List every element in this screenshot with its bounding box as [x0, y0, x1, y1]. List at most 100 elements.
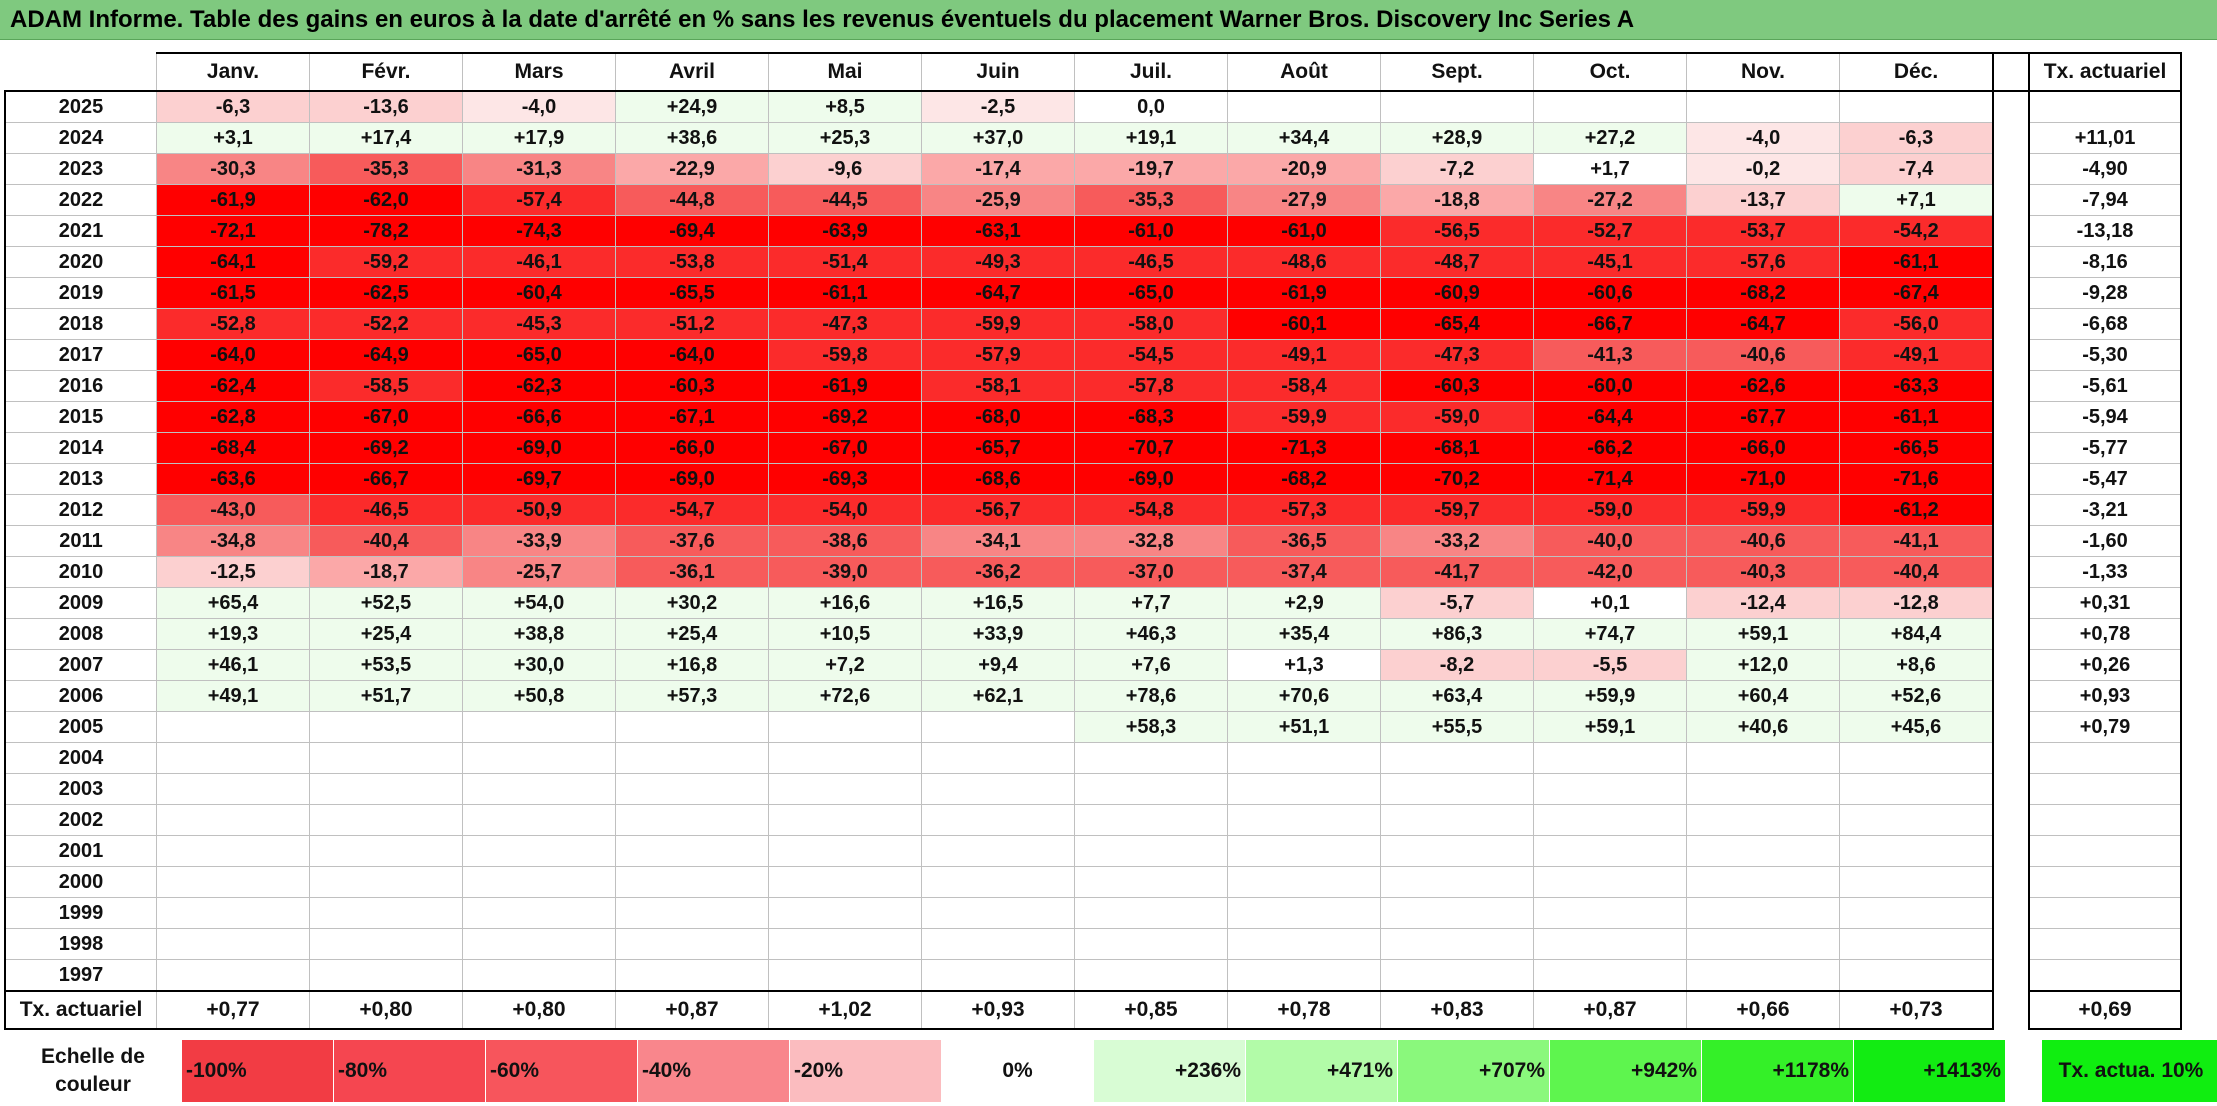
gain-cell: -40,0	[1533, 525, 1687, 557]
ta-cell	[2028, 897, 2182, 929]
gain-cell	[1074, 928, 1228, 960]
ta-cell: -5,30	[2028, 339, 2182, 371]
scale-label: Echelle de couleur	[41, 1045, 145, 1096]
gain-cell: -68,3	[1074, 401, 1228, 433]
scale-swatch: -60%	[486, 1040, 638, 1102]
gain-cell	[768, 742, 922, 774]
gain-cell: -36,5	[1227, 525, 1381, 557]
gain-cell: -67,1	[615, 401, 769, 433]
gain-cell	[768, 928, 922, 960]
ta-cell	[2028, 835, 2182, 867]
gain-cell: +33,9	[921, 618, 1075, 650]
ta-cell: -3,21	[2028, 494, 2182, 526]
gain-cell: -62,0	[309, 184, 463, 216]
gain-cell: +9,4	[921, 649, 1075, 681]
gain-cell	[615, 773, 769, 805]
column-gap	[1992, 401, 2030, 433]
gain-cell: +30,0	[462, 649, 616, 681]
gain-cell: -4,0	[1686, 122, 1840, 154]
gain-cell: -33,2	[1380, 525, 1534, 557]
gain-cell: -47,3	[1380, 339, 1534, 371]
year-label: 2012	[4, 494, 157, 526]
gain-cell	[921, 773, 1075, 805]
gain-cell: -65,0	[462, 339, 616, 371]
gain-cell	[1839, 897, 1994, 929]
gain-cell: +7,2	[768, 649, 922, 681]
gain-cell	[309, 711, 463, 743]
gain-cell	[1074, 773, 1228, 805]
scale-swatch: +471%	[1246, 1040, 1398, 1102]
year-label: 1998	[4, 928, 157, 960]
gain-cell: -65,0	[1074, 277, 1228, 309]
gain-cell	[921, 711, 1075, 743]
gain-cell: -0,2	[1686, 153, 1840, 185]
gain-cell: -27,2	[1533, 184, 1687, 216]
gain-cell: -52,8	[156, 308, 310, 340]
ta-cell	[2028, 742, 2182, 774]
gain-cell: -41,7	[1380, 556, 1534, 588]
gain-cell	[615, 959, 769, 992]
gain-cell: -71,4	[1533, 463, 1687, 495]
ta-cell: -5,47	[2028, 463, 2182, 495]
gain-cell: +19,1	[1074, 122, 1228, 154]
column-gap	[1992, 215, 2030, 247]
gain-cell: -7,2	[1380, 153, 1534, 185]
gain-cell: -63,6	[156, 463, 310, 495]
gain-cell: -46,1	[462, 246, 616, 278]
gain-cell: -53,8	[615, 246, 769, 278]
gain-cell: -12,8	[1839, 587, 1994, 619]
gain-cell: +25,3	[768, 122, 922, 154]
gain-cell: -57,6	[1686, 246, 1840, 278]
year-row: 2012 -43,0 -46,5 -50,9 -54,7 -54,0 -56,7 -54,8-…	[4, 494, 2182, 526]
gain-cell	[462, 866, 616, 898]
gain-cell: +0,1	[1533, 587, 1687, 619]
year-row: 2003	[4, 773, 2182, 805]
column-gap	[1992, 649, 2030, 681]
gain-cell: -57,9	[921, 339, 1075, 371]
year-row: 2010 -12,5 -18,7 -25,7 -36,1 -39,0 -36,2 -37,0-…	[4, 556, 2182, 588]
gain-cell: -71,6	[1839, 463, 1994, 495]
gain-cell	[1380, 897, 1534, 929]
header-row: Janv. Févr. Mars Avril Mai Juin Juil. Août Sept.…	[5, 52, 2182, 92]
scale-ta-swatch: Tx. actua. 10%	[2042, 1040, 2217, 1102]
column-gap	[1992, 556, 2030, 588]
gain-cell	[921, 866, 1075, 898]
gain-cell: -56,0	[1839, 308, 1994, 340]
gain-cell: +34,4	[1227, 122, 1381, 154]
gain-cell	[1533, 742, 1687, 774]
scale-swatch: +236%	[1094, 1040, 1246, 1102]
gain-cell: -5,7	[1380, 587, 1534, 619]
gain-cell: -22,9	[615, 153, 769, 185]
gain-cell	[1380, 959, 1534, 992]
footer-cell: +0,80	[462, 990, 616, 1030]
column-gap	[1992, 246, 2030, 278]
gains-table: Janv. Févr. Mars Avril Mai Juin Juil. Août Sept.…	[4, 52, 2182, 1030]
gain-cell: +24,9	[615, 90, 769, 123]
month-header: Mai	[768, 52, 922, 92]
gain-cell: -61,0	[1227, 215, 1381, 247]
gain-cell: -57,8	[1074, 370, 1228, 402]
gain-cell: -13,6	[309, 90, 463, 123]
footer-cell: +0,93	[921, 990, 1075, 1030]
footer-cell: +1,02	[768, 990, 922, 1030]
column-gap	[1992, 742, 2030, 774]
gain-cell	[1227, 773, 1381, 805]
gain-cell: +30,2	[615, 587, 769, 619]
gain-cell	[1227, 928, 1381, 960]
gain-cell: +86,3	[1380, 618, 1534, 650]
column-gap	[1992, 711, 2030, 743]
gain-cell: -50,9	[462, 494, 616, 526]
gain-cell: -61,9	[768, 370, 922, 402]
gain-cell: -60,1	[1227, 308, 1381, 340]
column-gap	[1992, 277, 2030, 309]
column-gap	[1992, 52, 2030, 92]
footer-cell: +0,85	[1074, 990, 1228, 1030]
scale-gap	[2006, 1040, 2042, 1102]
gain-cell: -19,7	[1074, 153, 1228, 185]
column-gap	[1992, 680, 2030, 712]
column-gap	[1992, 153, 2030, 185]
ta-cell: -5,77	[2028, 432, 2182, 464]
gain-cell: -54,8	[1074, 494, 1228, 526]
gain-cell: +7,7	[1074, 587, 1228, 619]
footer-cell: +0,78	[1227, 990, 1381, 1030]
